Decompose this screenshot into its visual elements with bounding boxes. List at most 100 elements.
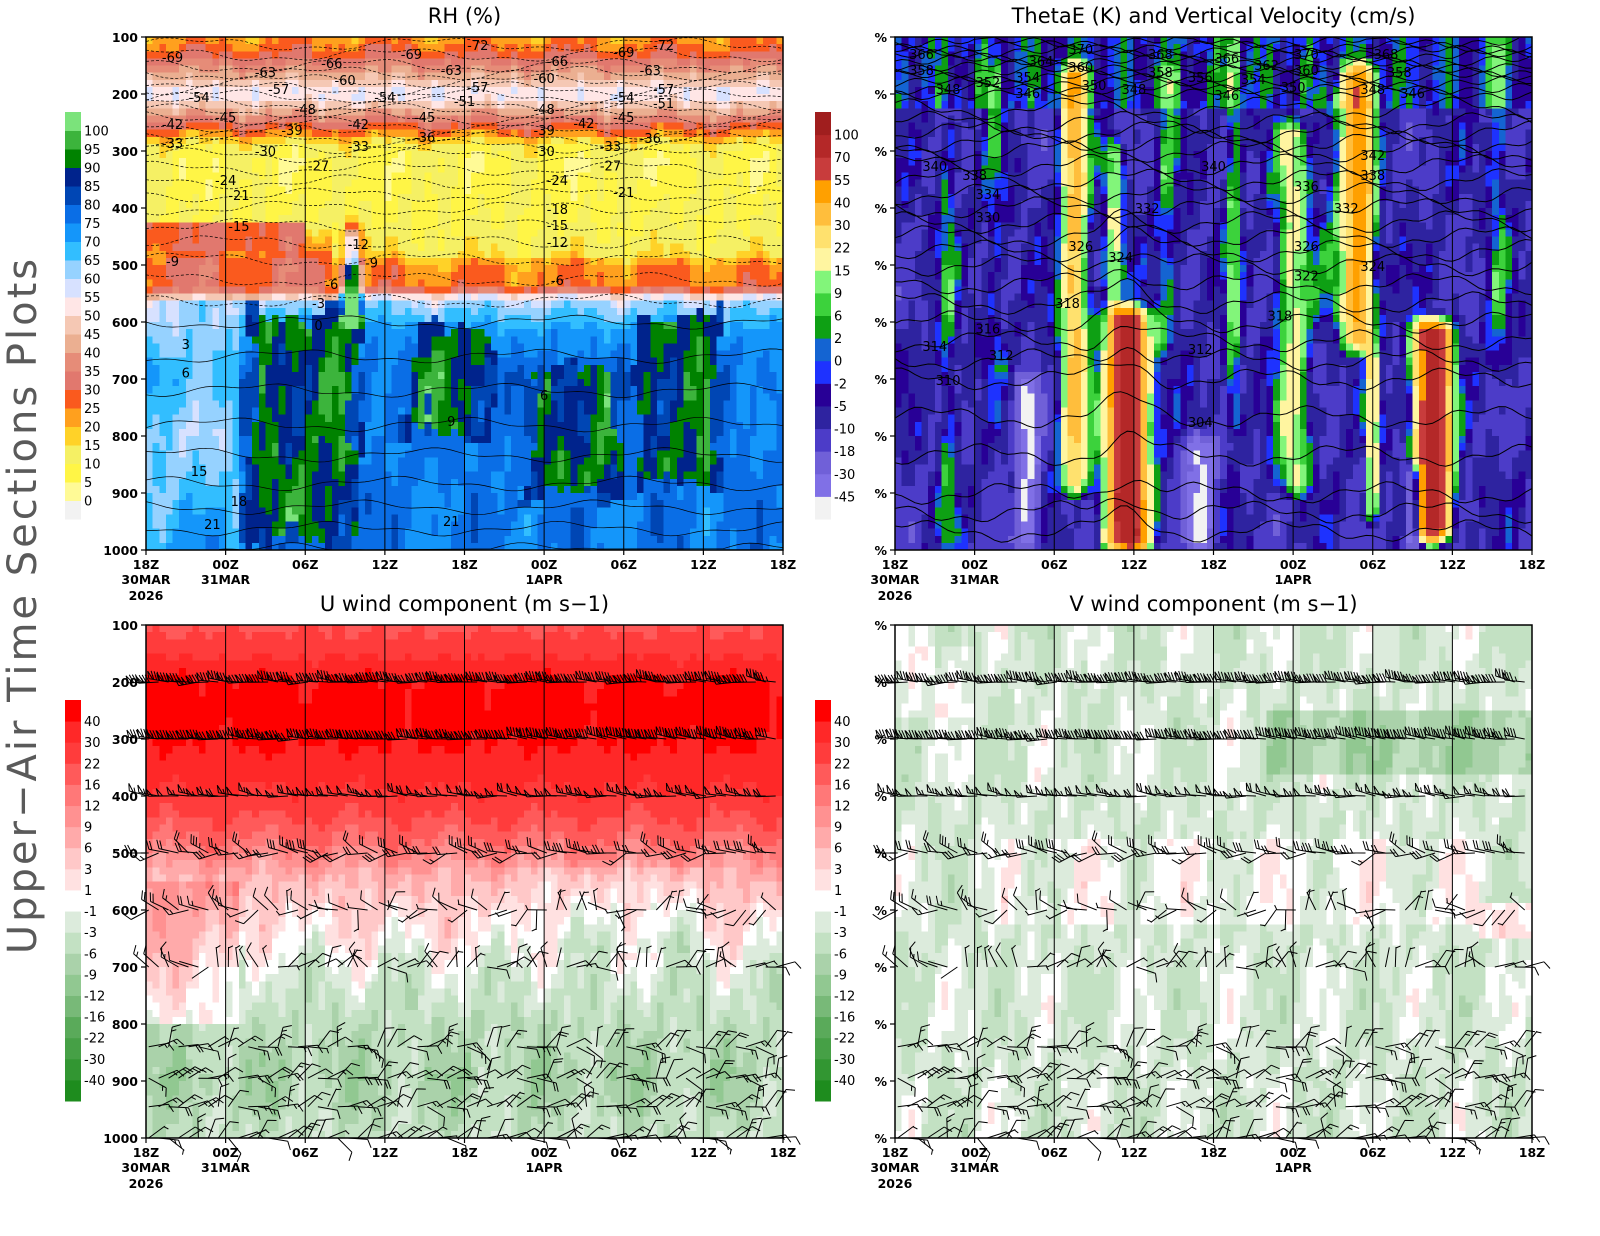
contour-cell: [736, 193, 764, 202]
contour-cell: [1273, 208, 1281, 216]
contour-cell: [398, 215, 413, 223]
contour-cell: [391, 307, 406, 316]
contour-cell: [504, 535, 539, 544]
contour-cell: [1339, 179, 1347, 188]
contour-cell: [418, 115, 426, 124]
contour-cell: [232, 208, 253, 216]
contour-cell: [597, 457, 605, 466]
contour-cell: [603, 72, 612, 81]
contour-cell: [371, 443, 386, 451]
contour-cell: [1226, 94, 1235, 102]
contour-cell: [1226, 44, 1241, 52]
contour-cell: [437, 300, 446, 309]
contour-cell: [491, 300, 505, 309]
contour-cell: [1459, 186, 1487, 195]
contour-cell: [729, 186, 751, 195]
contour-cell: [961, 115, 976, 124]
contour-cell: [146, 443, 154, 451]
contour-cell: [610, 457, 618, 466]
contour-cell: [617, 172, 645, 181]
contour-cell: [291, 428, 306, 437]
contour-cell: [670, 478, 678, 487]
contour-cell: [643, 436, 651, 444]
contour-cell: [1240, 186, 1248, 195]
contour-cell: [769, 357, 784, 366]
contour-cell: [530, 37, 545, 45]
contour-cell: [291, 471, 300, 480]
contour-cell: [763, 450, 784, 458]
contour-cell: [1206, 108, 1228, 116]
contour-cell: [1273, 79, 1281, 88]
contour-cell: [418, 322, 446, 330]
contour-cell: [411, 493, 446, 501]
contour-cell: [218, 436, 227, 444]
contour-cell: [597, 179, 605, 188]
contour-cell: [934, 200, 943, 209]
contour-cell: [1518, 65, 1533, 74]
contour-cell: [245, 129, 267, 138]
contour-cell: [656, 471, 665, 480]
contour-cell: [623, 86, 658, 95]
contour-cell: [1332, 151, 1341, 159]
contour-cell: [696, 457, 704, 466]
contour-cell: [987, 51, 1002, 59]
contour-cell: [159, 379, 174, 387]
contour-label: -57: [268, 83, 289, 98]
contour-cell: [1021, 101, 1029, 109]
contour-cell: [1346, 58, 1354, 67]
contour-cell: [179, 300, 200, 309]
contour-cell: [325, 300, 340, 309]
contour-cell: [391, 179, 413, 188]
contour-cell: [404, 250, 459, 259]
contour-cell: [272, 535, 286, 544]
contour-cell: [424, 122, 432, 131]
contour-cell: [477, 443, 505, 451]
contour-cell: [318, 115, 326, 124]
contour-cell: [1332, 101, 1341, 109]
contour-cell: [245, 115, 267, 124]
contour-cell: [384, 193, 393, 202]
contour-cell: [305, 379, 313, 387]
contour-cell: [597, 507, 645, 515]
contour-cell: [232, 129, 240, 138]
contour-cell: [179, 322, 213, 330]
contour-cell: [1173, 143, 1181, 152]
contour-cell: [411, 428, 426, 437]
contour-cell: [530, 129, 545, 138]
contour-cell: [590, 215, 612, 223]
contour-cell: [921, 86, 929, 95]
contour-cell: [690, 151, 711, 159]
contour-cell: [921, 72, 929, 81]
contour-cell: [1372, 101, 1380, 109]
contour-cell: [232, 336, 240, 344]
contour-cell: [358, 322, 366, 330]
contour-cell: [424, 428, 432, 437]
contour-cell: [1439, 172, 1447, 181]
contour-cell: [371, 236, 386, 245]
contour-cell: [710, 314, 718, 323]
contour-cell: [1346, 51, 1367, 59]
contour-cell: [331, 414, 346, 423]
contour-cell: [597, 44, 625, 52]
contour-cell: [710, 200, 724, 209]
contour-cell: [464, 436, 472, 444]
contour-cell: [650, 436, 658, 444]
contour-cell: [345, 364, 353, 373]
contour-cell: [285, 58, 313, 67]
contour-cell: [199, 136, 213, 145]
contour-cell: [1372, 208, 1380, 216]
contour-cell: [1326, 86, 1334, 95]
contour-cell: [437, 200, 452, 209]
contour-cell: [597, 101, 605, 109]
contour-cell: [577, 471, 585, 480]
contour-cell: [676, 58, 691, 67]
contour-cell: [431, 514, 439, 523]
contour-cell: [1432, 108, 1440, 116]
contour-cell: [318, 151, 326, 159]
contour-cell: [245, 471, 253, 480]
contour-cell: [265, 158, 273, 166]
contour-cell: [524, 136, 539, 145]
contour-cell: [298, 79, 333, 88]
contour-cell: [537, 535, 572, 544]
contour-cell: [1485, 108, 1493, 116]
